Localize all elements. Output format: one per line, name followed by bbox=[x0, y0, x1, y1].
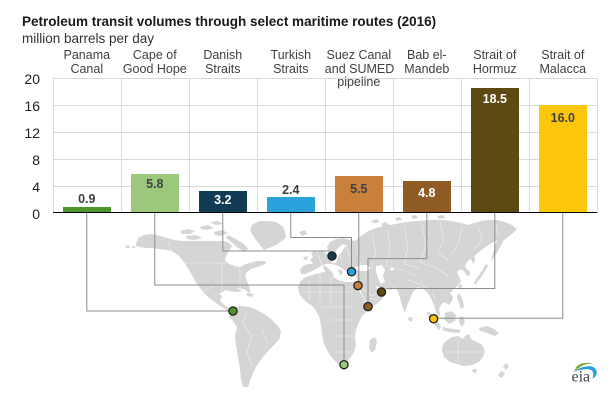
svg-text:eia: eia bbox=[572, 369, 591, 386]
